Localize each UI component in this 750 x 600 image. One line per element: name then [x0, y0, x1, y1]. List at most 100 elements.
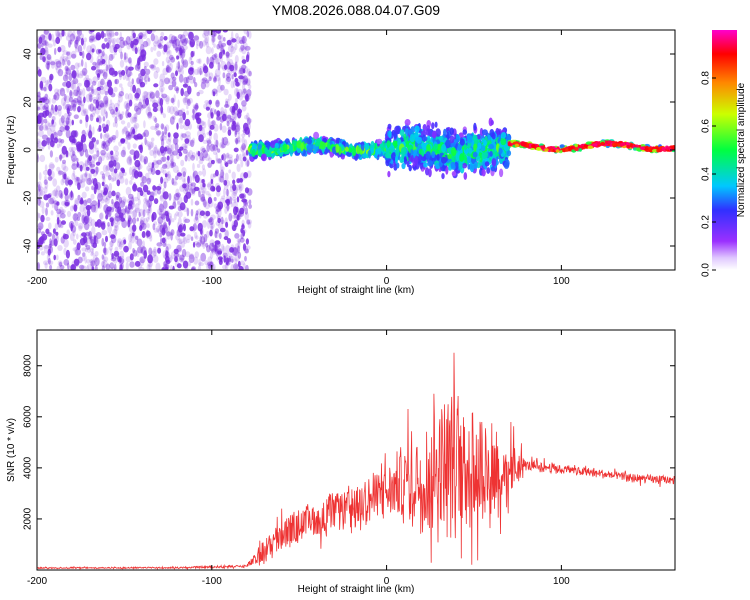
spectral-dot	[578, 148, 582, 152]
spectral-dot	[394, 125, 401, 135]
noise-dot	[85, 244, 91, 250]
noise-dot	[212, 144, 219, 151]
noise-dot	[143, 91, 149, 97]
noise-dot	[107, 209, 112, 218]
noise-dot	[163, 254, 169, 260]
noise-dot	[133, 170, 139, 179]
noise-dot	[146, 177, 151, 185]
noise-dot	[38, 51, 43, 56]
noise-dot	[132, 183, 138, 192]
noise-dot	[219, 227, 226, 233]
noise-dot	[104, 197, 108, 203]
noise-dot	[141, 104, 147, 109]
noise-dot	[159, 78, 164, 88]
noise-dot	[179, 124, 184, 130]
noise-dot	[234, 137, 241, 144]
noise-dot	[46, 137, 51, 146]
noise-dot	[66, 51, 72, 60]
spectral-dot	[252, 148, 256, 156]
noise-dot	[142, 217, 148, 226]
noise-dot	[183, 216, 187, 224]
noise-dot	[240, 91, 246, 98]
noise-dot	[123, 52, 127, 61]
noise-dot	[202, 40, 206, 47]
noise-dot	[85, 186, 90, 192]
noise-dot	[225, 152, 230, 160]
noise-dot	[79, 181, 86, 188]
noise-dot	[184, 218, 191, 223]
noise-dot	[244, 114, 249, 120]
spectral-dot	[364, 142, 370, 151]
noise-dot	[132, 38, 139, 46]
noise-dot	[70, 50, 77, 59]
noise-dot	[165, 97, 170, 105]
noise-dot	[101, 181, 105, 187]
noise-dot	[174, 256, 178, 263]
noise-dot	[166, 231, 171, 237]
noise-dot	[132, 247, 136, 254]
noise-dot	[176, 263, 182, 269]
noise-dot	[247, 118, 253, 124]
noise-dot	[123, 101, 128, 109]
noise-dot	[234, 264, 239, 270]
noise-dot	[174, 111, 180, 116]
noise-dot	[247, 219, 252, 225]
noise-dot	[109, 45, 115, 54]
noise-dot	[192, 104, 198, 109]
noise-dot	[207, 218, 213, 223]
noise-dot	[65, 35, 70, 41]
noise-dot	[103, 139, 106, 148]
noise-dot	[105, 171, 110, 177]
noise-dot	[93, 204, 98, 213]
noise-dot	[244, 158, 250, 168]
noise-dot	[120, 138, 126, 144]
noise-dot	[88, 231, 93, 241]
noise-dot	[100, 222, 106, 230]
noise-dot	[179, 146, 184, 151]
noise-dot	[225, 230, 229, 238]
noise-dot	[160, 110, 164, 116]
noise-dot	[99, 102, 105, 108]
noise-dot	[241, 224, 245, 230]
noise-dot	[161, 124, 165, 130]
noise-dot	[111, 37, 117, 44]
noise-dot	[80, 197, 84, 204]
noise-dot	[219, 175, 225, 183]
colorbar-tick-label: 0.0	[701, 263, 712, 277]
noise-dot	[177, 34, 183, 40]
spectral-dot	[306, 138, 313, 145]
noise-dot	[153, 70, 159, 80]
noise-dot	[145, 68, 151, 75]
noise-dot	[213, 43, 216, 48]
noise-dot	[48, 83, 53, 92]
noise-dot	[53, 188, 58, 197]
noise-dot	[217, 201, 224, 210]
noise-dot	[201, 156, 205, 162]
noise-dot	[91, 185, 94, 191]
noise-dot	[233, 158, 238, 165]
noise-dot	[80, 174, 84, 181]
noise-dot	[202, 240, 206, 249]
noise-dot	[51, 200, 55, 209]
noise-dot	[88, 155, 92, 162]
noise-dot	[206, 143, 210, 152]
noise-dot	[153, 35, 159, 45]
noise-dot	[163, 131, 168, 138]
noise-dot	[244, 65, 248, 74]
noise-dot	[240, 44, 245, 51]
noise-dot	[78, 179, 83, 184]
noise-dot	[243, 88, 247, 94]
noise-dot	[100, 78, 105, 86]
noise-dot	[162, 177, 169, 184]
noise-dot	[207, 220, 211, 229]
noise-dot	[231, 109, 235, 115]
noise-dot	[45, 202, 50, 208]
noise-dot	[44, 262, 48, 269]
noise-dot	[53, 94, 57, 100]
noise-dot	[44, 84, 48, 92]
noise-dot	[72, 239, 77, 245]
spectral-dot	[656, 148, 660, 153]
noise-dot	[222, 72, 226, 79]
noise-dot	[172, 39, 178, 49]
noise-dot	[128, 71, 133, 77]
